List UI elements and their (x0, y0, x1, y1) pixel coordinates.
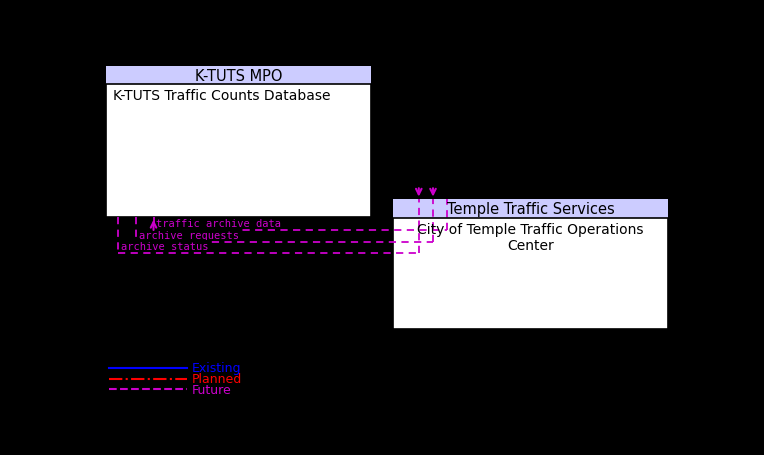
Text: City of Temple Traffic Operations
Center: City of Temple Traffic Operations Center (417, 222, 643, 253)
Bar (106, 67, 371, 85)
Text: archive status: archive status (121, 242, 209, 252)
Bar (393, 200, 668, 218)
Text: archive requests: archive requests (139, 230, 238, 240)
Text: traffic archive data: traffic archive data (157, 219, 281, 229)
Text: Planned: Planned (192, 372, 242, 385)
Text: Future: Future (192, 383, 231, 396)
Text: K-TUTS Traffic Counts Database: K-TUTS Traffic Counts Database (113, 89, 331, 103)
Text: Existing: Existing (192, 362, 241, 374)
Bar (106, 67, 371, 217)
Text: Temple Traffic Services: Temple Traffic Services (446, 202, 614, 217)
Bar (393, 200, 668, 329)
Text: K-TUTS MPO: K-TUTS MPO (195, 69, 283, 83)
